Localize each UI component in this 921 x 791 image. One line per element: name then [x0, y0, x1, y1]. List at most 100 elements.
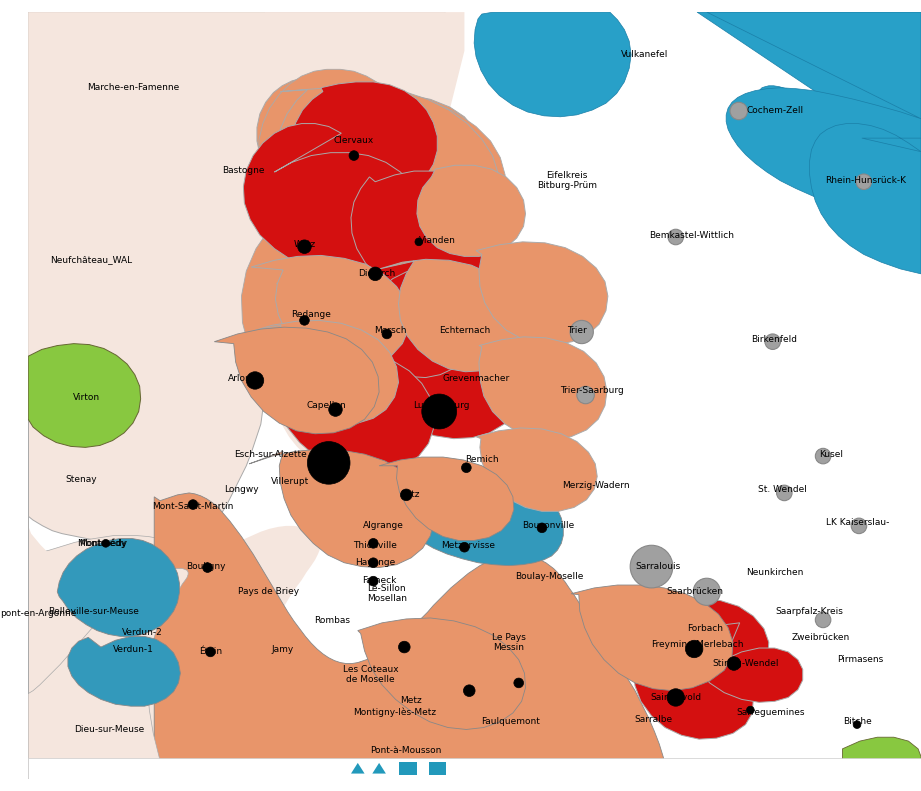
Circle shape: [537, 523, 547, 532]
Circle shape: [246, 372, 263, 389]
Text: Kusel: Kusel: [819, 449, 843, 459]
Text: Bemkastel-Wittlich: Bemkastel-Wittlich: [648, 230, 734, 240]
Text: Verdun-2: Verdun-2: [122, 628, 163, 637]
Text: Fameck: Fameck: [362, 576, 396, 585]
Polygon shape: [29, 497, 188, 779]
Text: Grevenmacher: Grevenmacher: [442, 374, 509, 383]
Circle shape: [399, 642, 410, 653]
Text: Remich: Remich: [465, 456, 498, 464]
Text: Merzig-Wadern: Merzig-Wadern: [563, 481, 630, 490]
Polygon shape: [479, 337, 607, 440]
Circle shape: [853, 721, 861, 729]
Polygon shape: [57, 539, 180, 637]
Text: Montmédy: Montmédy: [79, 539, 127, 548]
Text: Longwy: Longwy: [224, 485, 259, 494]
Text: Mont-Saint-Martin: Mont-Saint-Martin: [152, 502, 234, 511]
Polygon shape: [351, 763, 365, 774]
Text: Sarralbe: Sarralbe: [635, 715, 672, 725]
Text: Montigny-lès-Metz: Montigny-lès-Metz: [353, 707, 437, 717]
Bar: [400, 762, 417, 774]
Polygon shape: [379, 457, 514, 540]
Text: Cochem-Zell: Cochem-Zell: [746, 107, 803, 115]
Polygon shape: [361, 268, 523, 439]
Text: Mersch: Mersch: [375, 326, 407, 335]
Text: Metzervisse: Metzervisse: [441, 541, 495, 550]
Text: Hayange: Hayange: [356, 558, 395, 567]
Polygon shape: [392, 472, 564, 566]
Circle shape: [727, 657, 740, 670]
Text: Algrange: Algrange: [363, 521, 403, 531]
Circle shape: [668, 229, 683, 244]
Polygon shape: [417, 165, 526, 256]
Circle shape: [308, 441, 350, 484]
Circle shape: [815, 448, 831, 464]
Polygon shape: [241, 196, 501, 435]
Polygon shape: [243, 123, 424, 277]
Polygon shape: [810, 123, 921, 274]
Circle shape: [461, 463, 472, 472]
Text: Pays de Briey: Pays de Briey: [238, 587, 299, 596]
Polygon shape: [29, 12, 445, 152]
Polygon shape: [29, 12, 259, 753]
Text: Redange: Redange: [291, 310, 332, 319]
Text: Montmédy: Montmédy: [78, 539, 129, 548]
Circle shape: [514, 678, 523, 687]
Text: Sarralouis: Sarralouis: [635, 562, 681, 571]
Circle shape: [694, 578, 720, 605]
Text: Boulay-Moselle: Boulay-Moselle: [516, 572, 584, 581]
Text: Birkenfeld: Birkenfeld: [752, 335, 798, 344]
Text: Luxembourg: Luxembourg: [413, 401, 470, 411]
Text: Saarpfalz-Kreis: Saarpfalz-Kreis: [775, 607, 844, 615]
Polygon shape: [257, 77, 481, 227]
Text: Bouligny: Bouligny: [186, 562, 226, 571]
Circle shape: [730, 102, 748, 119]
Polygon shape: [706, 12, 921, 225]
Polygon shape: [695, 623, 803, 702]
Text: Sarreguemines: Sarreguemines: [737, 707, 805, 717]
Text: Neufchâteau_WAL: Neufchâteau_WAL: [50, 255, 133, 264]
Text: Villerupt: Villerupt: [271, 477, 309, 486]
Polygon shape: [276, 88, 499, 274]
Polygon shape: [476, 242, 608, 345]
Text: St. Wendel: St. Wendel: [758, 485, 807, 494]
Polygon shape: [29, 12, 208, 633]
Polygon shape: [68, 637, 181, 706]
Polygon shape: [259, 70, 505, 268]
Circle shape: [205, 647, 216, 657]
Text: Echternach: Echternach: [438, 326, 490, 335]
Text: Saint-Avold: Saint-Avold: [650, 693, 701, 702]
Circle shape: [460, 543, 470, 552]
Text: LK Kaiserslau-: LK Kaiserslau-: [826, 517, 890, 527]
Polygon shape: [215, 327, 379, 433]
Polygon shape: [647, 600, 769, 686]
Circle shape: [299, 316, 309, 325]
Polygon shape: [633, 656, 753, 739]
Circle shape: [422, 394, 457, 429]
Text: Trier: Trier: [567, 326, 587, 335]
Polygon shape: [357, 618, 526, 729]
Text: Stiring-Wendel: Stiring-Wendel: [712, 659, 779, 668]
Text: Bastogne: Bastogne: [222, 165, 264, 175]
Circle shape: [102, 539, 110, 547]
Circle shape: [856, 174, 871, 190]
Text: Arlon: Arlon: [227, 374, 251, 383]
Text: Virton: Virton: [73, 393, 99, 403]
Polygon shape: [251, 255, 409, 367]
Text: Wiltz: Wiltz: [293, 240, 316, 249]
Circle shape: [382, 329, 391, 339]
Circle shape: [570, 320, 593, 343]
Circle shape: [203, 562, 213, 573]
Polygon shape: [843, 737, 921, 779]
Text: Eifelkreis
Bitburg-Prüm: Eifelkreis Bitburg-Prüm: [537, 171, 597, 191]
Polygon shape: [253, 350, 435, 474]
Text: Bouzonville: Bouzonville: [521, 521, 574, 531]
Text: Trier-Saarburg: Trier-Saarburg: [561, 386, 624, 395]
Text: Le-Sillon
Mosellan: Le-Sillon Mosellan: [367, 584, 407, 604]
Text: Rhein-Hunsrück-K: Rhein-Hunsrück-K: [825, 176, 906, 185]
Text: Zweibrücken: Zweibrücken: [792, 633, 850, 642]
Polygon shape: [29, 12, 445, 104]
Text: Saarbrücken: Saarbrücken: [667, 587, 724, 596]
Circle shape: [401, 489, 412, 501]
Text: Clervaux: Clervaux: [333, 135, 374, 145]
Circle shape: [188, 500, 198, 509]
